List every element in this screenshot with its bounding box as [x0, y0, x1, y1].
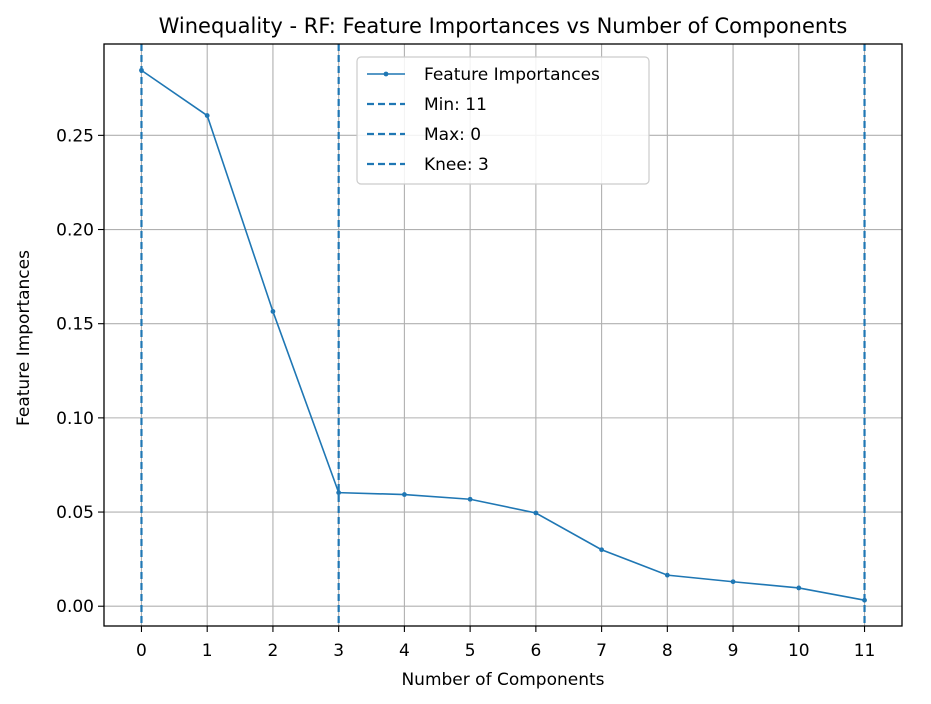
- x-tick-label: 0: [136, 641, 147, 661]
- data-point: [599, 547, 604, 553]
- y-tick-label: 0.05: [56, 503, 94, 523]
- y-ticks: 0.00 0.05 0.10 0.15 0.20 0.25: [56, 126, 104, 617]
- data-point: [402, 492, 407, 497]
- x-tick-label: 7: [596, 641, 607, 661]
- x-tick-label: 3: [333, 641, 344, 661]
- x-tick-label: 4: [399, 641, 410, 661]
- data-point: [664, 572, 670, 578]
- x-tick-label: 6: [530, 641, 541, 661]
- data-point: [467, 496, 473, 502]
- data-point: [270, 309, 276, 314]
- x-axis-label: Number of Components: [401, 670, 604, 690]
- legend: Feature Importances Min: 11 Max: 0 Knee:…: [356, 56, 650, 185]
- reference-lines: [140, 44, 866, 626]
- x-tick-label: 2: [268, 641, 279, 661]
- x-tick-label: 1: [202, 641, 213, 661]
- y-tick-label: 0.25: [56, 126, 94, 146]
- legend-item-feature-importances: Feature Importances: [367, 65, 600, 85]
- x-tick-label: 5: [465, 641, 476, 661]
- data-point: [796, 585, 802, 591]
- legend-box: [356, 56, 650, 185]
- x-ticks: 0 1 2 3 4 5 6 7 8 9 10 11: [136, 626, 875, 661]
- plot-frame: [103, 43, 903, 627]
- data-point: [336, 490, 342, 496]
- x-tick-label: 8: [662, 641, 673, 661]
- legend-label-max: Max: 0: [424, 125, 481, 145]
- data-point: [139, 67, 144, 73]
- y-tick-label: 0.20: [56, 221, 94, 241]
- legend-marker-icon: [383, 71, 389, 77]
- legend-label-knee: Knee: 3: [424, 155, 489, 175]
- data-point: [204, 113, 210, 118]
- legend-label-feature-importances: Feature Importances: [424, 65, 600, 85]
- legend-label-min: Min: 11: [424, 95, 487, 115]
- legend-item-min: Min: 11: [367, 95, 487, 115]
- chart-title: Winequality - RF: Feature Importances vs…: [159, 14, 848, 38]
- x-tick-label: 10: [788, 641, 810, 661]
- x-tick-label: 9: [728, 641, 739, 661]
- x-tick-label: 11: [854, 641, 876, 661]
- data-point: [862, 597, 867, 603]
- series-layer: [139, 67, 867, 603]
- y-tick-label: 0.00: [56, 597, 94, 617]
- data-point: [533, 510, 539, 516]
- y-axis-label: Feature Importances: [14, 250, 34, 426]
- series-line: [141, 69, 865, 601]
- data-point: [730, 579, 736, 585]
- y-tick-label: 0.10: [56, 409, 94, 429]
- legend-item-max: Max: 0: [367, 125, 481, 145]
- legend-item-knee: Knee: 3: [367, 155, 489, 175]
- y-tick-label: 0.15: [56, 315, 94, 335]
